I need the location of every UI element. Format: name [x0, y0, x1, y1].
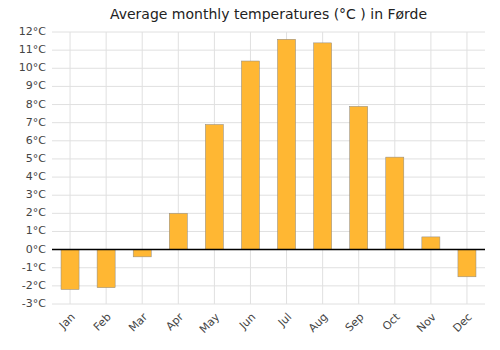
y-grid-line	[52, 158, 485, 159]
x-tick-label: Jul	[275, 311, 294, 330]
zero-line	[52, 249, 485, 251]
grid	[52, 32, 485, 304]
chart: -3°C -2°C -1°C 0°C 1°C 2°C 3°C 4°C 5°C 6°C 7°C 8°C 9…	[0, 0, 500, 350]
x-tick-label: Sep	[343, 311, 367, 335]
y-tick-label: 4°C	[26, 170, 46, 183]
y-tick-label: 8°C	[26, 98, 46, 111]
title: Average monthly temperatures (°C ) in Fø…	[110, 6, 427, 22]
y-tick-label: 1°C	[26, 224, 46, 237]
x-tick-label: Oct	[380, 310, 403, 333]
x-tick-label: Dec	[450, 311, 474, 335]
y-tick-label: 11°C	[19, 43, 46, 56]
bar	[350, 106, 368, 249]
bar	[422, 237, 440, 250]
bar	[278, 39, 296, 249]
x-tick-label: Apr	[163, 310, 186, 333]
bar	[169, 213, 187, 249]
bar	[97, 250, 115, 288]
bar	[458, 250, 476, 277]
x-tick-label: Jan	[56, 311, 78, 333]
bars	[52, 39, 485, 289]
bar	[314, 43, 332, 250]
y-grid-line	[52, 249, 485, 250]
bar	[386, 157, 404, 249]
y-tick-label: -2°C	[22, 279, 46, 292]
y-tick-label: 0°C	[26, 243, 46, 256]
y-tick-label: 6°C	[26, 134, 46, 147]
x-tick-label: Feb	[91, 311, 114, 334]
y-grid-line	[52, 213, 485, 214]
x-tick-label: Jun	[236, 311, 258, 333]
y-grid-line	[52, 86, 485, 87]
bar	[205, 124, 223, 249]
x-tick-label: Nov	[414, 310, 439, 335]
y-grid-line	[52, 231, 485, 232]
bar	[133, 250, 151, 257]
y-tick-label: 5°C	[26, 152, 46, 165]
y-grid-line	[52, 104, 485, 105]
y-tick-label: 3°C	[26, 188, 46, 201]
y-grid-line	[52, 140, 485, 141]
y-tick-label: -1°C	[22, 261, 46, 274]
x-grid-line	[430, 32, 431, 304]
y-grid-line	[52, 195, 485, 196]
y-grid-line	[52, 304, 485, 305]
x-tick-label: May	[197, 310, 223, 336]
x-tick-label: Mar	[126, 310, 150, 334]
x-tick-label: Aug	[306, 311, 330, 335]
y-tick-label: 7°C	[26, 116, 46, 129]
bar	[61, 250, 79, 290]
y-grid-line	[52, 285, 485, 286]
y-grid-line	[52, 267, 485, 268]
y-grid-line	[52, 177, 485, 178]
x-grid-line	[178, 32, 179, 304]
y-tick-label: 9°C	[26, 79, 46, 92]
y-grid-line	[52, 68, 485, 69]
y-tick-label: 2°C	[26, 206, 46, 219]
x-grid-line	[142, 32, 143, 304]
y-grid-line	[52, 32, 485, 33]
y-grid-line	[52, 122, 485, 123]
y-tick-label: -3°C	[22, 297, 46, 310]
y-tick-label: 10°C	[19, 61, 46, 74]
bar	[241, 61, 259, 250]
y-tick-label: 12°C	[19, 25, 46, 38]
y-grid-line	[52, 50, 485, 51]
